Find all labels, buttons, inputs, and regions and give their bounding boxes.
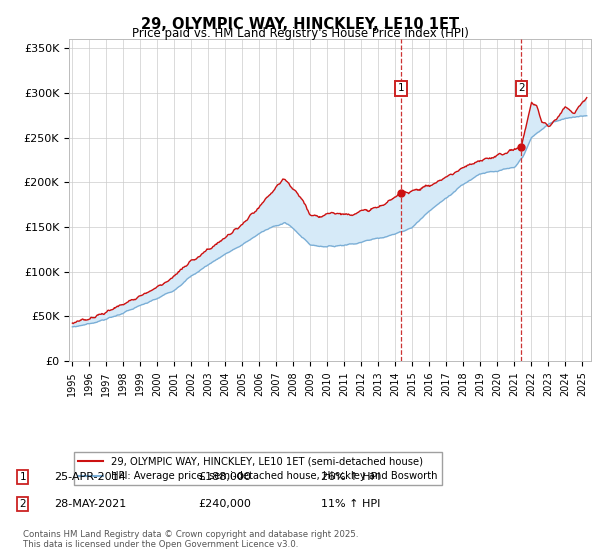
Text: 2: 2: [518, 83, 525, 94]
Text: 29, OLYMPIC WAY, HINCKLEY, LE10 1ET: 29, OLYMPIC WAY, HINCKLEY, LE10 1ET: [141, 17, 459, 32]
Text: Price paid vs. HM Land Registry's House Price Index (HPI): Price paid vs. HM Land Registry's House …: [131, 27, 469, 40]
Text: £188,000: £188,000: [198, 472, 251, 482]
Text: Contains HM Land Registry data © Crown copyright and database right 2025.
This d: Contains HM Land Registry data © Crown c…: [23, 530, 358, 549]
Text: 2: 2: [19, 499, 26, 509]
Text: 28-MAY-2021: 28-MAY-2021: [54, 499, 126, 509]
Text: 11% ↑ HPI: 11% ↑ HPI: [321, 499, 380, 509]
Text: 1: 1: [398, 83, 404, 94]
Legend: 29, OLYMPIC WAY, HINCKLEY, LE10 1ET (semi-detached house), HPI: Average price, s: 29, OLYMPIC WAY, HINCKLEY, LE10 1ET (sem…: [74, 452, 442, 485]
Text: 25-APR-2014: 25-APR-2014: [54, 472, 126, 482]
Text: 1: 1: [19, 472, 26, 482]
Text: £240,000: £240,000: [198, 499, 251, 509]
Text: 26% ↑ HPI: 26% ↑ HPI: [321, 472, 380, 482]
